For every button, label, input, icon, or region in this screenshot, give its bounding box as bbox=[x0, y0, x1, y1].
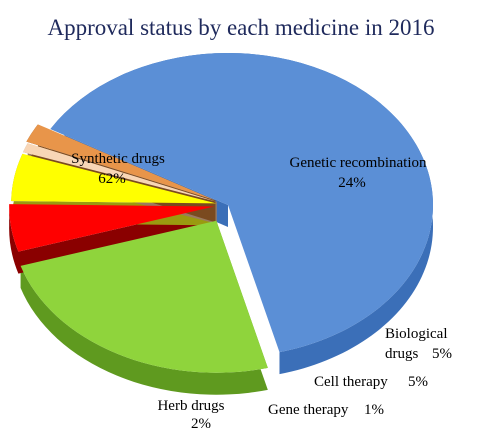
series-value-gene-therapy: 1% bbox=[364, 402, 384, 418]
chart-title: Approval status by each medicine in 2016 bbox=[47, 15, 434, 40]
pie-slices bbox=[9, 53, 433, 373]
series-value-genetic-recombination: 24% bbox=[338, 175, 366, 191]
slice-cell-therapy bbox=[11, 153, 217, 204]
slice-label-genetic-recombination: Genetic recombination 24% bbox=[289, 155, 427, 191]
series-value-biological-drugs: 5% bbox=[432, 346, 452, 362]
slice-label-synthetic-drugs: Synthetic drugs 62% bbox=[71, 151, 165, 187]
slice-label-biological-drugs: Biological drugs 5% bbox=[385, 326, 452, 362]
series-name-cell-therapy: Cell therapy bbox=[314, 374, 388, 390]
slice-label-herb-drugs: Herb drugs 2% bbox=[157, 398, 224, 432]
series-name-synthetic-drugs: Synthetic drugs bbox=[71, 151, 165, 167]
slice-biological-drugs bbox=[9, 204, 215, 252]
slice-side-genetic-recombination bbox=[20, 220, 268, 395]
slice-herb-drugs bbox=[26, 124, 216, 201]
slice-label-cell-therapy: Cell therapy 5% bbox=[314, 374, 428, 390]
series-value-cell-therapy: 5% bbox=[408, 374, 428, 390]
series-value-herb-drugs: 2% bbox=[191, 416, 211, 432]
series-name-genetic-recombination: Genetic recombination bbox=[289, 155, 427, 171]
series-name-herb-drugs: Herb drugs bbox=[157, 398, 224, 414]
slice-gene-therapy bbox=[23, 143, 217, 202]
series-name-biological-drugs-line1: Biological bbox=[385, 326, 448, 342]
series-name-gene-therapy: Gene therapy bbox=[268, 402, 349, 418]
series-value-synthetic-drugs: 62% bbox=[98, 171, 126, 187]
slice-synthetic-drugs bbox=[50, 53, 433, 353]
series-name-biological-drugs-line2: drugs bbox=[385, 346, 418, 362]
slice-genetic-recombination bbox=[20, 220, 268, 373]
slice-label-gene-therapy: Gene therapy 1% bbox=[268, 402, 384, 418]
